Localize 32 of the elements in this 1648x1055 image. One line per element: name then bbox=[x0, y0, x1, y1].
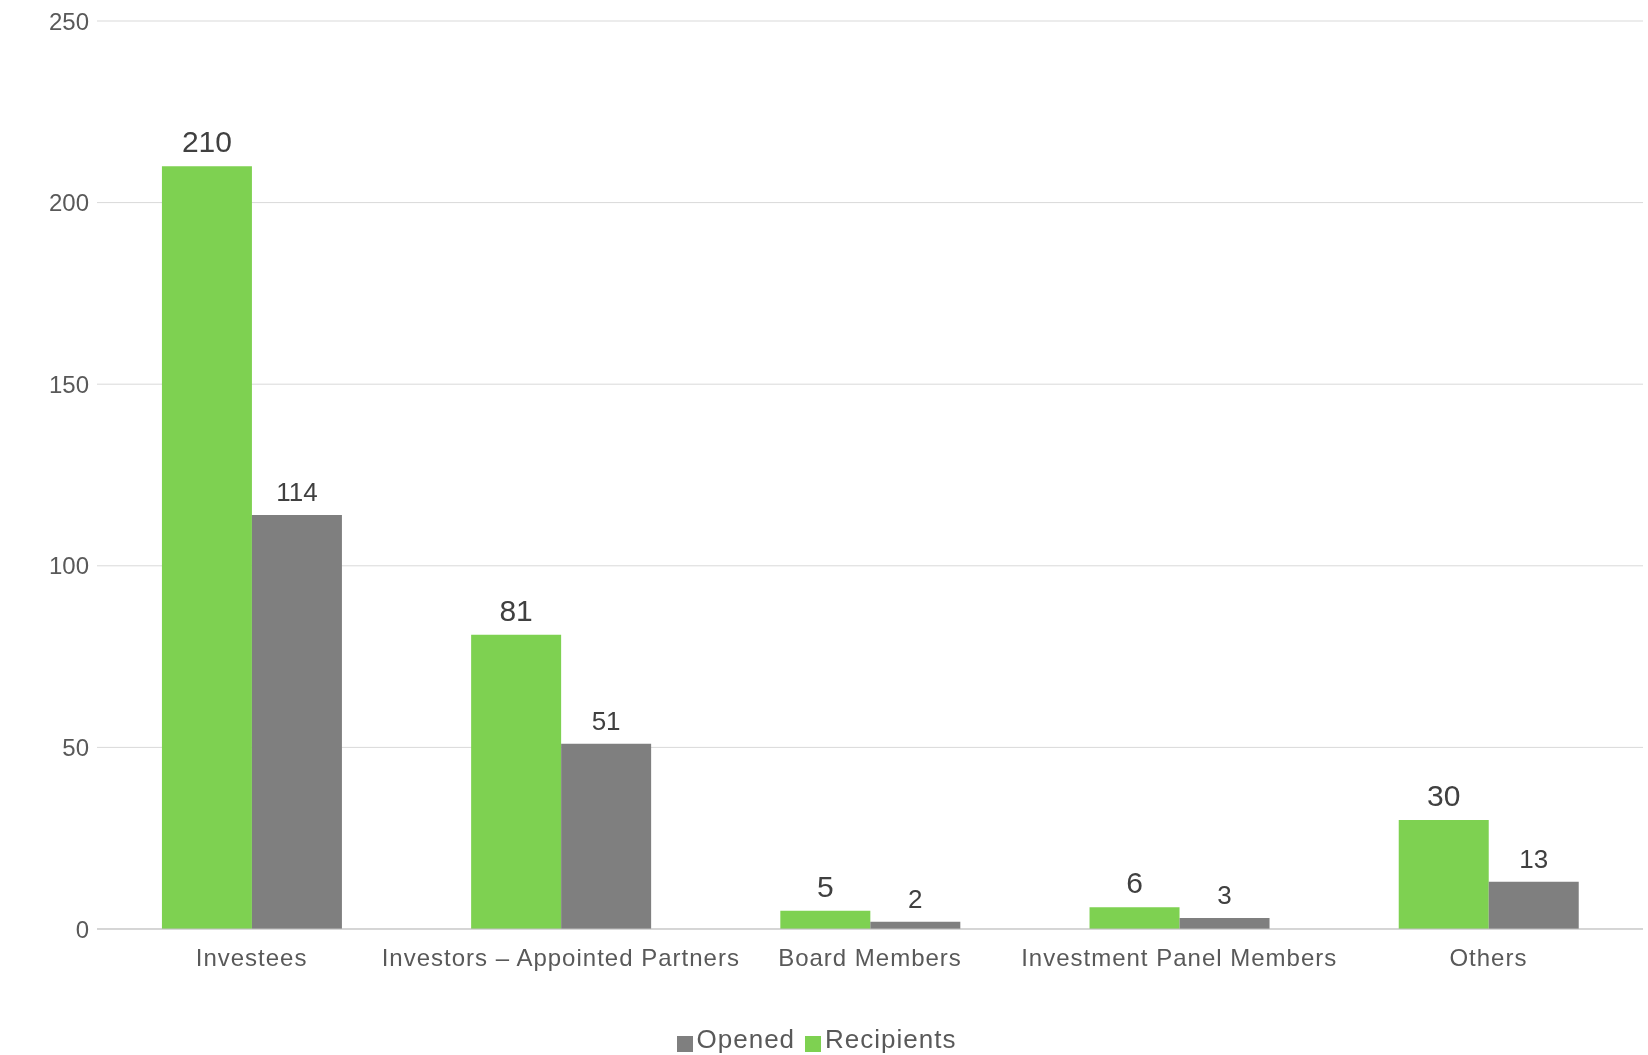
y-tick-label: 0 bbox=[75, 915, 89, 943]
y-tick-label: 250 bbox=[48, 7, 89, 35]
y-tick-label: 50 bbox=[62, 733, 89, 761]
data-label: 2 bbox=[908, 883, 923, 914]
bar bbox=[471, 634, 562, 929]
bar bbox=[1179, 918, 1270, 929]
data-label: 114 bbox=[276, 476, 318, 507]
x-tick-label: Investment Panel Members bbox=[1021, 944, 1338, 972]
data-label: 30 bbox=[1427, 779, 1461, 813]
data-label: 210 bbox=[181, 125, 232, 159]
data-label: 81 bbox=[499, 593, 533, 627]
bar bbox=[1089, 907, 1180, 929]
data-label: 3 bbox=[1217, 880, 1232, 911]
x-tick-label: Others bbox=[1449, 944, 1528, 972]
y-tick-label: 100 bbox=[48, 552, 89, 580]
x-tick-label: Investors – Appointed Partners bbox=[381, 944, 740, 972]
data-label: 13 bbox=[1519, 843, 1549, 874]
legend-label: Opened bbox=[696, 1024, 796, 1054]
x-tick-label: Board Members bbox=[778, 944, 962, 972]
bar bbox=[161, 166, 252, 929]
y-tick-label: 150 bbox=[48, 370, 89, 398]
data-label: 6 bbox=[1126, 866, 1143, 900]
data-label: 5 bbox=[816, 869, 834, 903]
x-tick-label: Investees bbox=[195, 944, 308, 972]
bar bbox=[1398, 820, 1489, 929]
bar bbox=[251, 514, 342, 929]
bar bbox=[1488, 881, 1579, 929]
y-tick-label: 200 bbox=[48, 189, 89, 217]
data-label: 51 bbox=[591, 705, 621, 736]
bar bbox=[780, 910, 871, 929]
legend-label: Recipients bbox=[825, 1024, 957, 1054]
bar bbox=[561, 743, 652, 929]
